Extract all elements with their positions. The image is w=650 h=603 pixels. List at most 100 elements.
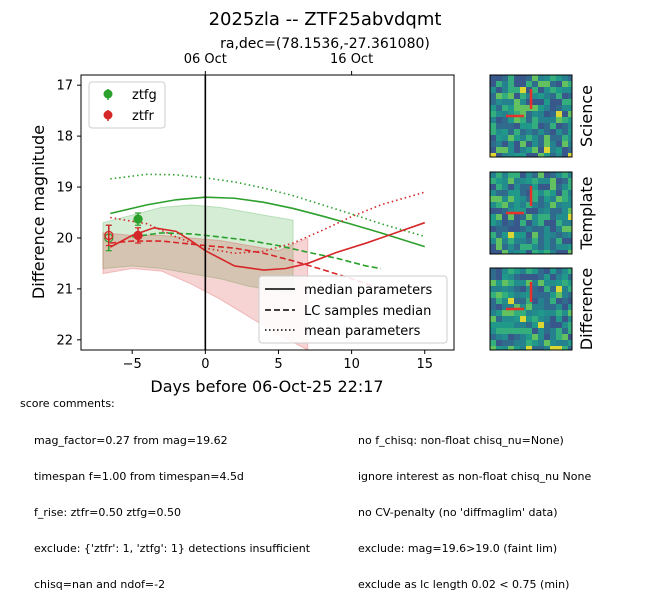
stamp-pixel xyxy=(526,93,532,99)
stamp-pixel xyxy=(550,202,556,208)
stamp-pixel xyxy=(514,141,520,147)
stamp-pixel xyxy=(550,286,556,292)
stamp-pixel xyxy=(526,105,532,111)
stamp-pixel xyxy=(562,172,568,178)
stamp-pixel xyxy=(556,135,562,141)
stamp-pixel xyxy=(508,220,514,226)
stamp-pixel xyxy=(520,87,526,93)
x-tick-label: −5 xyxy=(123,357,142,372)
stamp-pixel xyxy=(568,153,572,157)
x-tick-label: 0 xyxy=(201,357,209,372)
stamp-pixel xyxy=(544,274,550,280)
plot-frame xyxy=(80,74,455,351)
stamp-pixel xyxy=(556,280,562,286)
stamp-pixel xyxy=(520,99,526,105)
stamp-pixel xyxy=(568,178,572,184)
stamp-pixel xyxy=(532,178,538,184)
stamp-pixel xyxy=(496,190,502,196)
legend-lc-samples-label: LC samples median xyxy=(304,304,431,319)
stamp-pixel xyxy=(544,202,550,208)
stamp-pixel xyxy=(568,346,572,350)
top-axis-ticks: 06 Oct 16 Oct xyxy=(184,52,373,75)
score-comments-left: mag_factor=0.27 from mag=19.62 timespan … xyxy=(34,411,310,603)
stamp-pixel xyxy=(514,190,520,196)
stamp-pixel xyxy=(532,232,538,238)
stamp-pixel xyxy=(538,93,544,99)
stamp-pixel xyxy=(562,123,568,129)
stamp-pixel xyxy=(532,304,538,310)
stamp-pixel xyxy=(526,346,532,350)
stamp-pixel xyxy=(520,117,526,123)
stamp-pixel xyxy=(514,268,520,274)
y-tick-label: 18 xyxy=(56,130,73,145)
stamp-pixel xyxy=(568,135,572,141)
series-ztfg-mean-parameters xyxy=(110,173,425,238)
stamp-pixel xyxy=(496,196,502,202)
stamp-pixel xyxy=(514,304,520,310)
stamp-pixel xyxy=(490,268,496,274)
stamp-pixel xyxy=(514,93,520,99)
stamp-pixel xyxy=(538,190,544,196)
stamp-pixel xyxy=(556,172,562,178)
stamp-pixel xyxy=(562,135,568,141)
stamp-pixel xyxy=(538,280,544,286)
stamp-pixel xyxy=(508,184,514,190)
stamp-pixel xyxy=(544,334,550,340)
stamp-pixel xyxy=(556,111,562,117)
stamp-pixel xyxy=(556,196,562,202)
image-stamps: Science Template Difference xyxy=(489,74,596,351)
stamp-pixel xyxy=(526,147,532,153)
stamp-pixel xyxy=(520,268,526,274)
stamp-pixel xyxy=(520,280,526,286)
stamp-pixel xyxy=(502,334,508,340)
stamp-pixel xyxy=(538,304,544,310)
stamp-pixel xyxy=(544,87,550,93)
stamp-pixel xyxy=(514,244,520,250)
stamp-pixel xyxy=(520,346,526,350)
stamp-pixel xyxy=(568,220,572,226)
stamp-pixel xyxy=(556,316,562,322)
stamp-pixel xyxy=(562,244,568,250)
stamp-pixel xyxy=(496,322,502,328)
stamp-pixel xyxy=(562,99,568,105)
stamp-pixel xyxy=(520,123,526,129)
stamp-pixel xyxy=(514,111,520,117)
stamp-pixel xyxy=(496,135,502,141)
stamp-pixel xyxy=(514,202,520,208)
legend-ztfr-label: ztfr xyxy=(132,109,154,124)
stamp-pixel xyxy=(520,310,526,316)
stamp-pixel xyxy=(562,328,568,334)
stamp-pixel xyxy=(526,238,532,244)
stamp-pixel xyxy=(556,292,562,298)
stamp-pixel xyxy=(562,346,568,350)
stamp-pixel xyxy=(562,105,568,111)
stamp-pixel xyxy=(550,220,556,226)
stamp-pixel xyxy=(538,123,544,129)
stamp-pixel xyxy=(532,346,538,350)
stamp-pixel xyxy=(544,310,550,316)
stamp-pixel xyxy=(532,208,538,214)
stamp-pixel xyxy=(490,322,496,328)
stamp-pixel xyxy=(496,105,502,111)
comment-line: f_rise: ztfr=0.50 ztfg=0.50 xyxy=(34,506,181,519)
stamp-pixel xyxy=(538,322,544,328)
stamp-pixel xyxy=(556,244,562,250)
stamp-pixel xyxy=(496,328,502,334)
stamp-pixel xyxy=(538,129,544,135)
stamp-pixel xyxy=(550,111,556,117)
x-tick-label: 15 xyxy=(416,357,433,372)
stamp-pixel xyxy=(538,178,544,184)
stamp-pixel xyxy=(520,340,526,346)
stamp-label: Template xyxy=(577,176,596,250)
stamp-pixel xyxy=(496,292,502,298)
stamp-pixel xyxy=(544,238,550,244)
stamp-pixel xyxy=(538,340,544,346)
stamp-pixel xyxy=(496,220,502,226)
comment-line: exclude: mag=19.6>19.0 (faint lim) xyxy=(358,542,558,555)
stamp-pixel xyxy=(526,99,532,105)
data-points xyxy=(104,212,143,252)
stamp-pixel xyxy=(556,202,562,208)
stamp-pixel xyxy=(514,147,520,153)
stamp-pixel xyxy=(490,196,496,202)
stamp-pixel xyxy=(562,268,568,274)
